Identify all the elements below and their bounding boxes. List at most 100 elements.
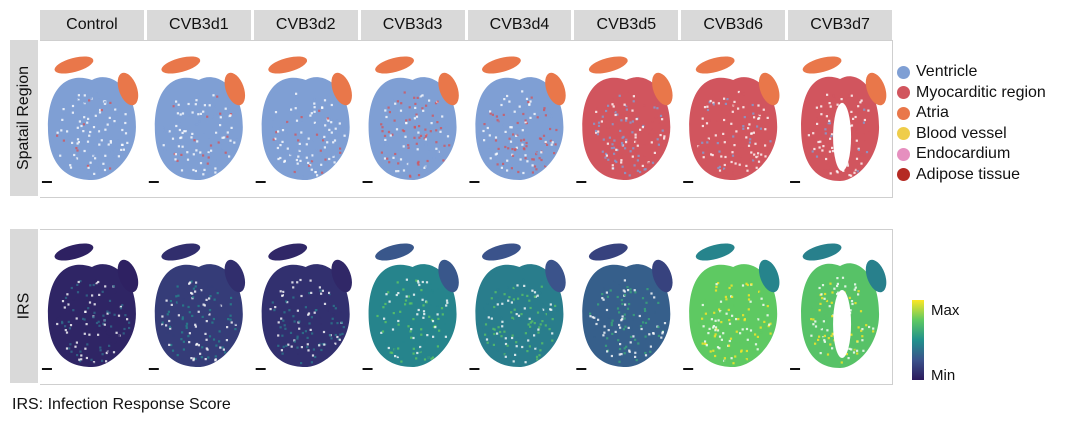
tissue-spot	[627, 130, 630, 133]
tissue-spot	[436, 304, 439, 307]
tissue-spot	[762, 303, 765, 306]
tissue-spot	[425, 104, 428, 107]
tissue-spot	[518, 105, 521, 108]
tissue-spot	[850, 300, 854, 303]
tissue-spot	[816, 127, 819, 130]
tissue-spot	[826, 162, 829, 165]
tissue-spot	[117, 314, 121, 317]
tissue-spot	[391, 99, 394, 102]
tissue-spot	[403, 130, 406, 133]
tissue-spot	[72, 298, 75, 301]
tissue-spot	[832, 314, 835, 317]
tissue-spot	[196, 140, 199, 143]
tissue-spot	[407, 334, 410, 337]
tissue-spot	[625, 119, 628, 122]
tissue-spot	[223, 305, 226, 308]
tissue-spot	[214, 358, 217, 361]
tissue-spot	[848, 94, 851, 98]
tissue-spot	[724, 155, 727, 159]
tissue-spot	[307, 161, 310, 164]
tissue-spot	[697, 145, 700, 148]
tissue-spot	[659, 134, 662, 137]
tissue-spot	[427, 306, 430, 309]
tissue-spot	[65, 331, 69, 334]
tissue-spot	[721, 108, 724, 111]
tissue-spot	[305, 143, 308, 146]
tissue-spot	[626, 307, 630, 310]
tissue-spot	[186, 158, 190, 161]
tissue-spot	[486, 113, 489, 116]
tissue-spot	[303, 151, 306, 154]
tissue-spot	[423, 340, 427, 343]
tissue-spot	[855, 327, 858, 330]
tissue-spot	[849, 309, 852, 312]
tissue-spot	[728, 319, 731, 322]
tissue-spot	[857, 326, 860, 329]
tissue-spot	[540, 158, 543, 162]
tissue-spot	[593, 316, 596, 319]
tissue-spot	[742, 92, 745, 96]
tissue-spot	[854, 283, 857, 286]
tissue-spot	[310, 168, 313, 171]
tissue-spot	[384, 138, 387, 141]
tissue-spot	[652, 141, 655, 144]
tissue-spot	[168, 343, 171, 346]
tissue-spot	[526, 294, 529, 297]
heart-section	[790, 243, 887, 370]
tissue-spot	[603, 331, 606, 334]
tissue-spot	[175, 135, 178, 138]
tissue-spot	[421, 355, 424, 358]
tissue-spot	[434, 102, 438, 105]
tissue-spot	[208, 138, 211, 141]
tissue-spot	[179, 284, 182, 287]
tissue-spot	[399, 316, 402, 319]
tissue-spot	[178, 301, 181, 304]
tissue-spot	[621, 327, 624, 330]
tissue-spot	[597, 303, 600, 306]
tissue-spot	[94, 157, 97, 160]
tissue-spot	[203, 304, 206, 307]
tissue-spot	[819, 352, 822, 355]
tissue-spot	[750, 283, 753, 286]
tissue-spot	[753, 169, 756, 172]
tissue-spot	[613, 139, 616, 142]
tissue-spot	[872, 327, 875, 330]
tissue-spot	[486, 126, 489, 130]
tissue-spot	[170, 343, 173, 347]
tissue-spot	[181, 358, 184, 361]
tissue-spot	[506, 94, 509, 98]
tissue-spot	[421, 293, 424, 296]
tissue-spot	[67, 303, 70, 306]
tissue-spot	[421, 99, 424, 102]
tissue-spot	[177, 145, 180, 148]
legend-label: Adipose tissue	[916, 165, 1021, 183]
tissue-spot	[76, 291, 80, 294]
tissue-spot	[309, 328, 312, 331]
tissue-spot	[818, 335, 821, 338]
tissue-spot	[747, 308, 750, 311]
tissue-spot	[228, 155, 231, 158]
tissue-spot	[848, 347, 851, 350]
tissue-spot	[846, 164, 849, 167]
tissue-spot	[193, 139, 196, 142]
tissue-spot	[500, 335, 503, 338]
tissue-spot	[301, 331, 304, 335]
tissue-spot	[423, 341, 426, 345]
tissue-spot	[708, 101, 711, 104]
tissue-spot	[128, 321, 131, 324]
tissue-spot	[412, 336, 415, 340]
tissue-spot	[623, 103, 626, 106]
tissue-spot	[401, 129, 404, 132]
tissue-spot	[607, 104, 610, 107]
tissue-spot	[208, 313, 211, 316]
tissue-spot	[713, 335, 716, 338]
tissue-spot	[319, 316, 322, 319]
tissue-spot	[533, 295, 536, 298]
tissue-spot	[339, 311, 342, 314]
tissue-spot	[745, 164, 748, 167]
tissue-spot	[627, 326, 630, 329]
tissue-spot	[108, 344, 111, 347]
irs-images	[41, 243, 887, 370]
tissue-spot	[506, 159, 509, 162]
tissue-spot	[812, 323, 815, 326]
